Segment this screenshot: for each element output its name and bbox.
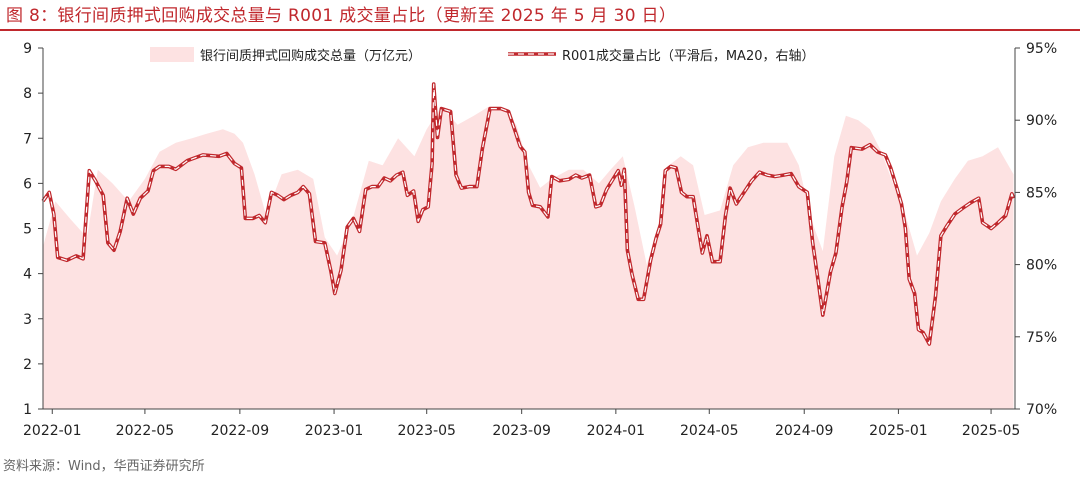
right-tick-label: 90% xyxy=(1026,113,1057,129)
left-tick-label: 1 xyxy=(23,402,32,418)
left-axis: 1 2 3 4 5 6 7 8 9 xyxy=(23,41,43,418)
right-tick-label: 85% xyxy=(1026,185,1057,201)
left-tick-label: 2 xyxy=(23,357,32,373)
left-tick-label: 3 xyxy=(23,312,32,328)
right-tick-label: 70% xyxy=(1026,402,1057,418)
x-tick-label: 2022-01 xyxy=(23,423,82,439)
x-tick-label: 2024-01 xyxy=(587,423,646,439)
x-tick-label: 2024-09 xyxy=(775,423,834,439)
right-axis: 70% 75% 80% 85% 90% 95% xyxy=(1015,41,1057,418)
x-tick-label: 2024-05 xyxy=(680,423,739,439)
left-tick-label: 7 xyxy=(23,131,32,147)
left-tick-label: 9 xyxy=(23,41,32,57)
legend-label-volume: 银行间质押式回购成交总量（万亿元） xyxy=(200,48,421,64)
right-tick-label: 75% xyxy=(1026,330,1057,346)
x-tick-label: 2025-05 xyxy=(962,423,1021,439)
x-tick-label: 2023-01 xyxy=(305,423,364,439)
r001-share-line-core xyxy=(42,83,1015,345)
legend-label-r001: R001成交量占比（平滑后，MA20，右轴） xyxy=(562,48,815,64)
x-tick-label: 2025-01 xyxy=(869,423,928,439)
left-tick-label: 4 xyxy=(23,267,32,283)
title-rule xyxy=(0,29,1080,31)
x-tick-label: 2022-05 xyxy=(116,423,175,439)
left-tick-label: 6 xyxy=(23,176,32,192)
left-tick-label: 8 xyxy=(23,86,32,102)
right-tick-label: 80% xyxy=(1026,258,1057,274)
legend: 银行间质押式回购成交总量（万亿元） R001成交量占比（平滑后，MA20，右轴） xyxy=(150,47,815,64)
legend-swatch-volume xyxy=(150,47,194,62)
x-tick-label: 2023-09 xyxy=(492,423,551,439)
right-tick-label: 95% xyxy=(1026,41,1057,57)
x-tick-label: 2023-05 xyxy=(397,423,456,439)
x-axis: 2022-01 2022-05 2022-09 2023-01 2023-05 2023-… xyxy=(23,409,1020,439)
left-tick-label: 5 xyxy=(23,222,32,238)
x-tick-label: 2022-09 xyxy=(211,423,270,439)
volume-area xyxy=(43,106,1014,409)
figure-title: 图 8：银行间质押式回购成交总量与 R001 成交量占比（更新至 2025 年 … xyxy=(6,6,677,26)
source-note: 资料来源：Wind，华西证券研究所 xyxy=(3,459,205,474)
